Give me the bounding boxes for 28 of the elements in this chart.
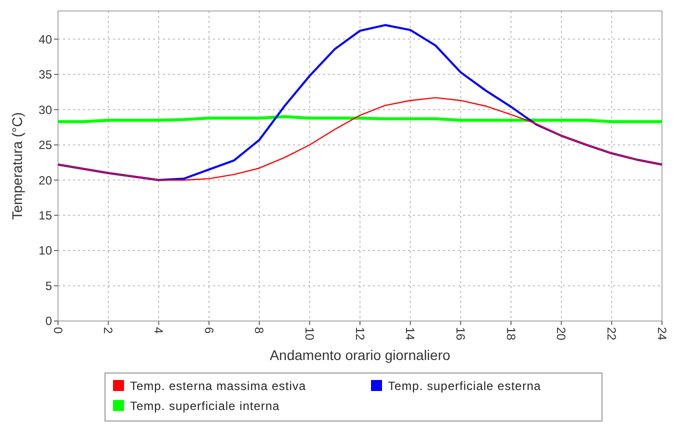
line-series (56, 24, 664, 182)
x-tick-label: 12 (352, 327, 367, 341)
x-tick-label: 0 (50, 327, 65, 334)
x-tick-label: 10 (302, 327, 316, 341)
y-tick-label: 25 (38, 138, 52, 152)
x-tick-label: 4 (151, 327, 166, 334)
legend-label: Temp. superficiale interna (130, 399, 280, 414)
x-tick-label: 2 (101, 327, 116, 334)
x-tick-label: 22 (604, 327, 618, 341)
y-tick-label: 5 (45, 278, 52, 293)
x-tick-label: 24 (654, 327, 669, 341)
x-tick-label: 14 (403, 327, 418, 341)
y-tick-label: 10 (38, 244, 52, 258)
x-tick-label: 6 (202, 327, 216, 334)
y-axis-title: Temperatura (°C) (9, 112, 25, 220)
x-axis-title: Andamento orario giornaliero (270, 347, 450, 363)
y-tick-label: 20 (38, 173, 52, 188)
y-tick-label: 35 (38, 68, 52, 82)
y-tick-label: 40 (38, 32, 52, 46)
x-tick-label: 18 (504, 327, 518, 341)
x-tick-label: 16 (453, 327, 468, 341)
line-series (57, 97, 663, 181)
legend-label: Temp. superficiale esterna (388, 379, 542, 394)
x-tick-label: 8 (252, 327, 266, 334)
y-tick-label: 15 (38, 208, 52, 223)
x-tick-label: 20 (554, 327, 568, 341)
y-tick-label: 30 (38, 102, 52, 117)
legend-label: Temp. esterna massima estiva (130, 379, 306, 394)
